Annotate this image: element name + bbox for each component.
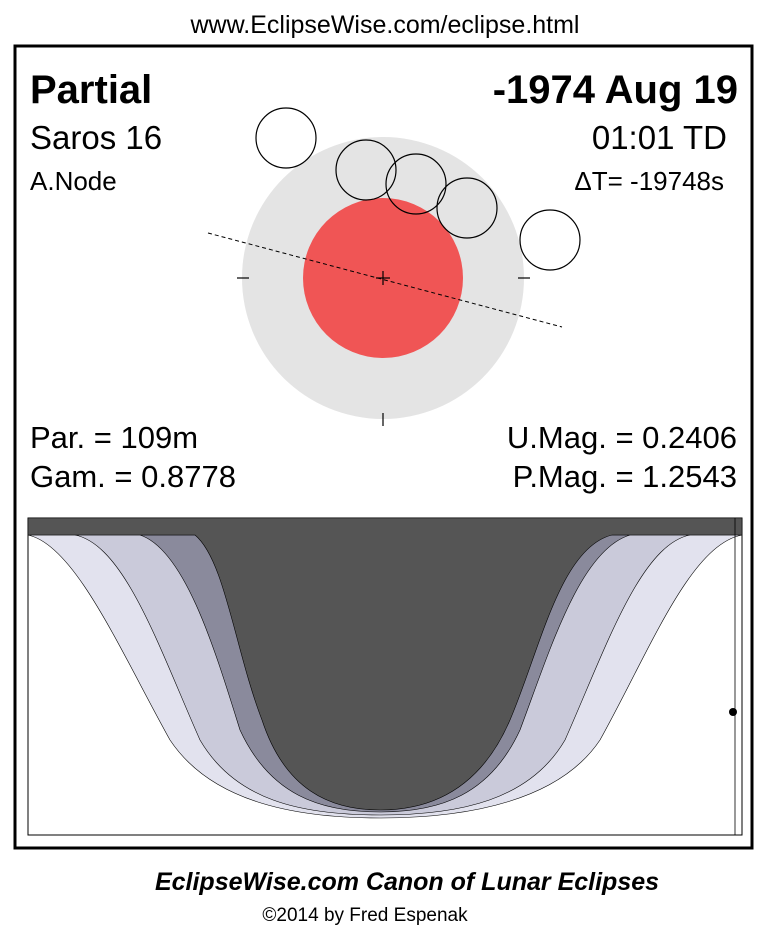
moon: [385, 153, 447, 215]
moon-path: [207, 232, 563, 328]
world-map: [27, 517, 743, 836]
moon: [436, 177, 498, 239]
moon-positions: [255, 107, 581, 271]
node: A.Node: [30, 166, 117, 196]
moon: [335, 139, 397, 201]
delta-t: ΔT= -19748s: [574, 166, 724, 196]
copyright: ©2014 by Fred Espenak: [262, 905, 468, 926]
footer-title: EclipseWise.com Canon of Lunar Eclipses: [155, 868, 659, 896]
umbral-magnitude: U.Mag. = 0.2406: [507, 420, 737, 455]
eclipse-date: -1974 Aug 19: [493, 68, 738, 112]
moon: [519, 209, 581, 271]
url: www.EclipseWise.com/eclipse.html: [190, 11, 580, 39]
gamma: Gam. = 0.8778: [30, 459, 236, 494]
time: 01:01 TD: [592, 119, 727, 156]
axes: [237, 271, 530, 426]
saros: Saros 16: [30, 119, 162, 156]
marker: [729, 708, 737, 716]
penumbral-magnitude: P.Mag. = 1.2543: [513, 459, 737, 494]
eclipse-type: Partial: [30, 68, 152, 112]
night-region: [27, 517, 743, 811]
duration: Par. = 109m: [30, 420, 198, 455]
moon: [255, 107, 317, 169]
